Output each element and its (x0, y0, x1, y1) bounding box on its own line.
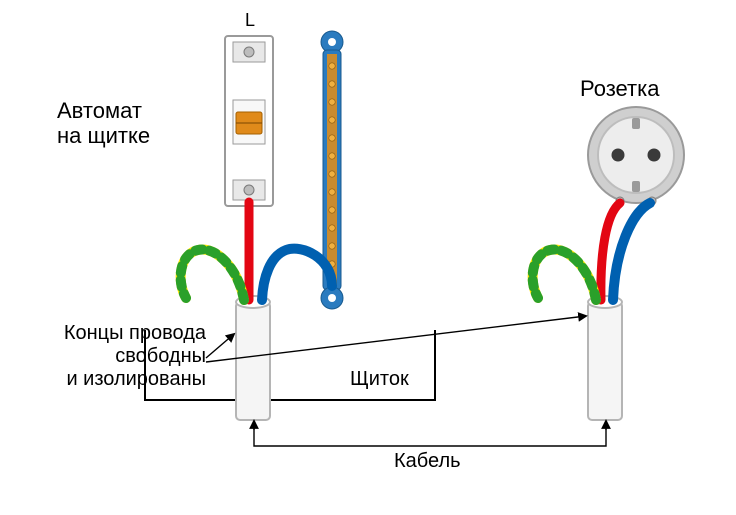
diagram-stage: L Автомат на щитке Розетка Концы провода… (0, 0, 736, 515)
socket (588, 107, 684, 205)
cable-sheath-right (588, 296, 622, 420)
wires-right (533, 203, 650, 300)
circuit-breaker (225, 36, 273, 206)
label-socket: Розетка (580, 76, 659, 101)
label-breaker: Автомат на щитке (57, 98, 150, 149)
wires-left (181, 202, 332, 300)
label-L: L (245, 10, 255, 31)
label-panel: Щиток (350, 368, 409, 391)
label-wire-ends: Концы провода свободны и изолированы (30, 322, 206, 391)
label-cable: Кабель (394, 450, 461, 473)
